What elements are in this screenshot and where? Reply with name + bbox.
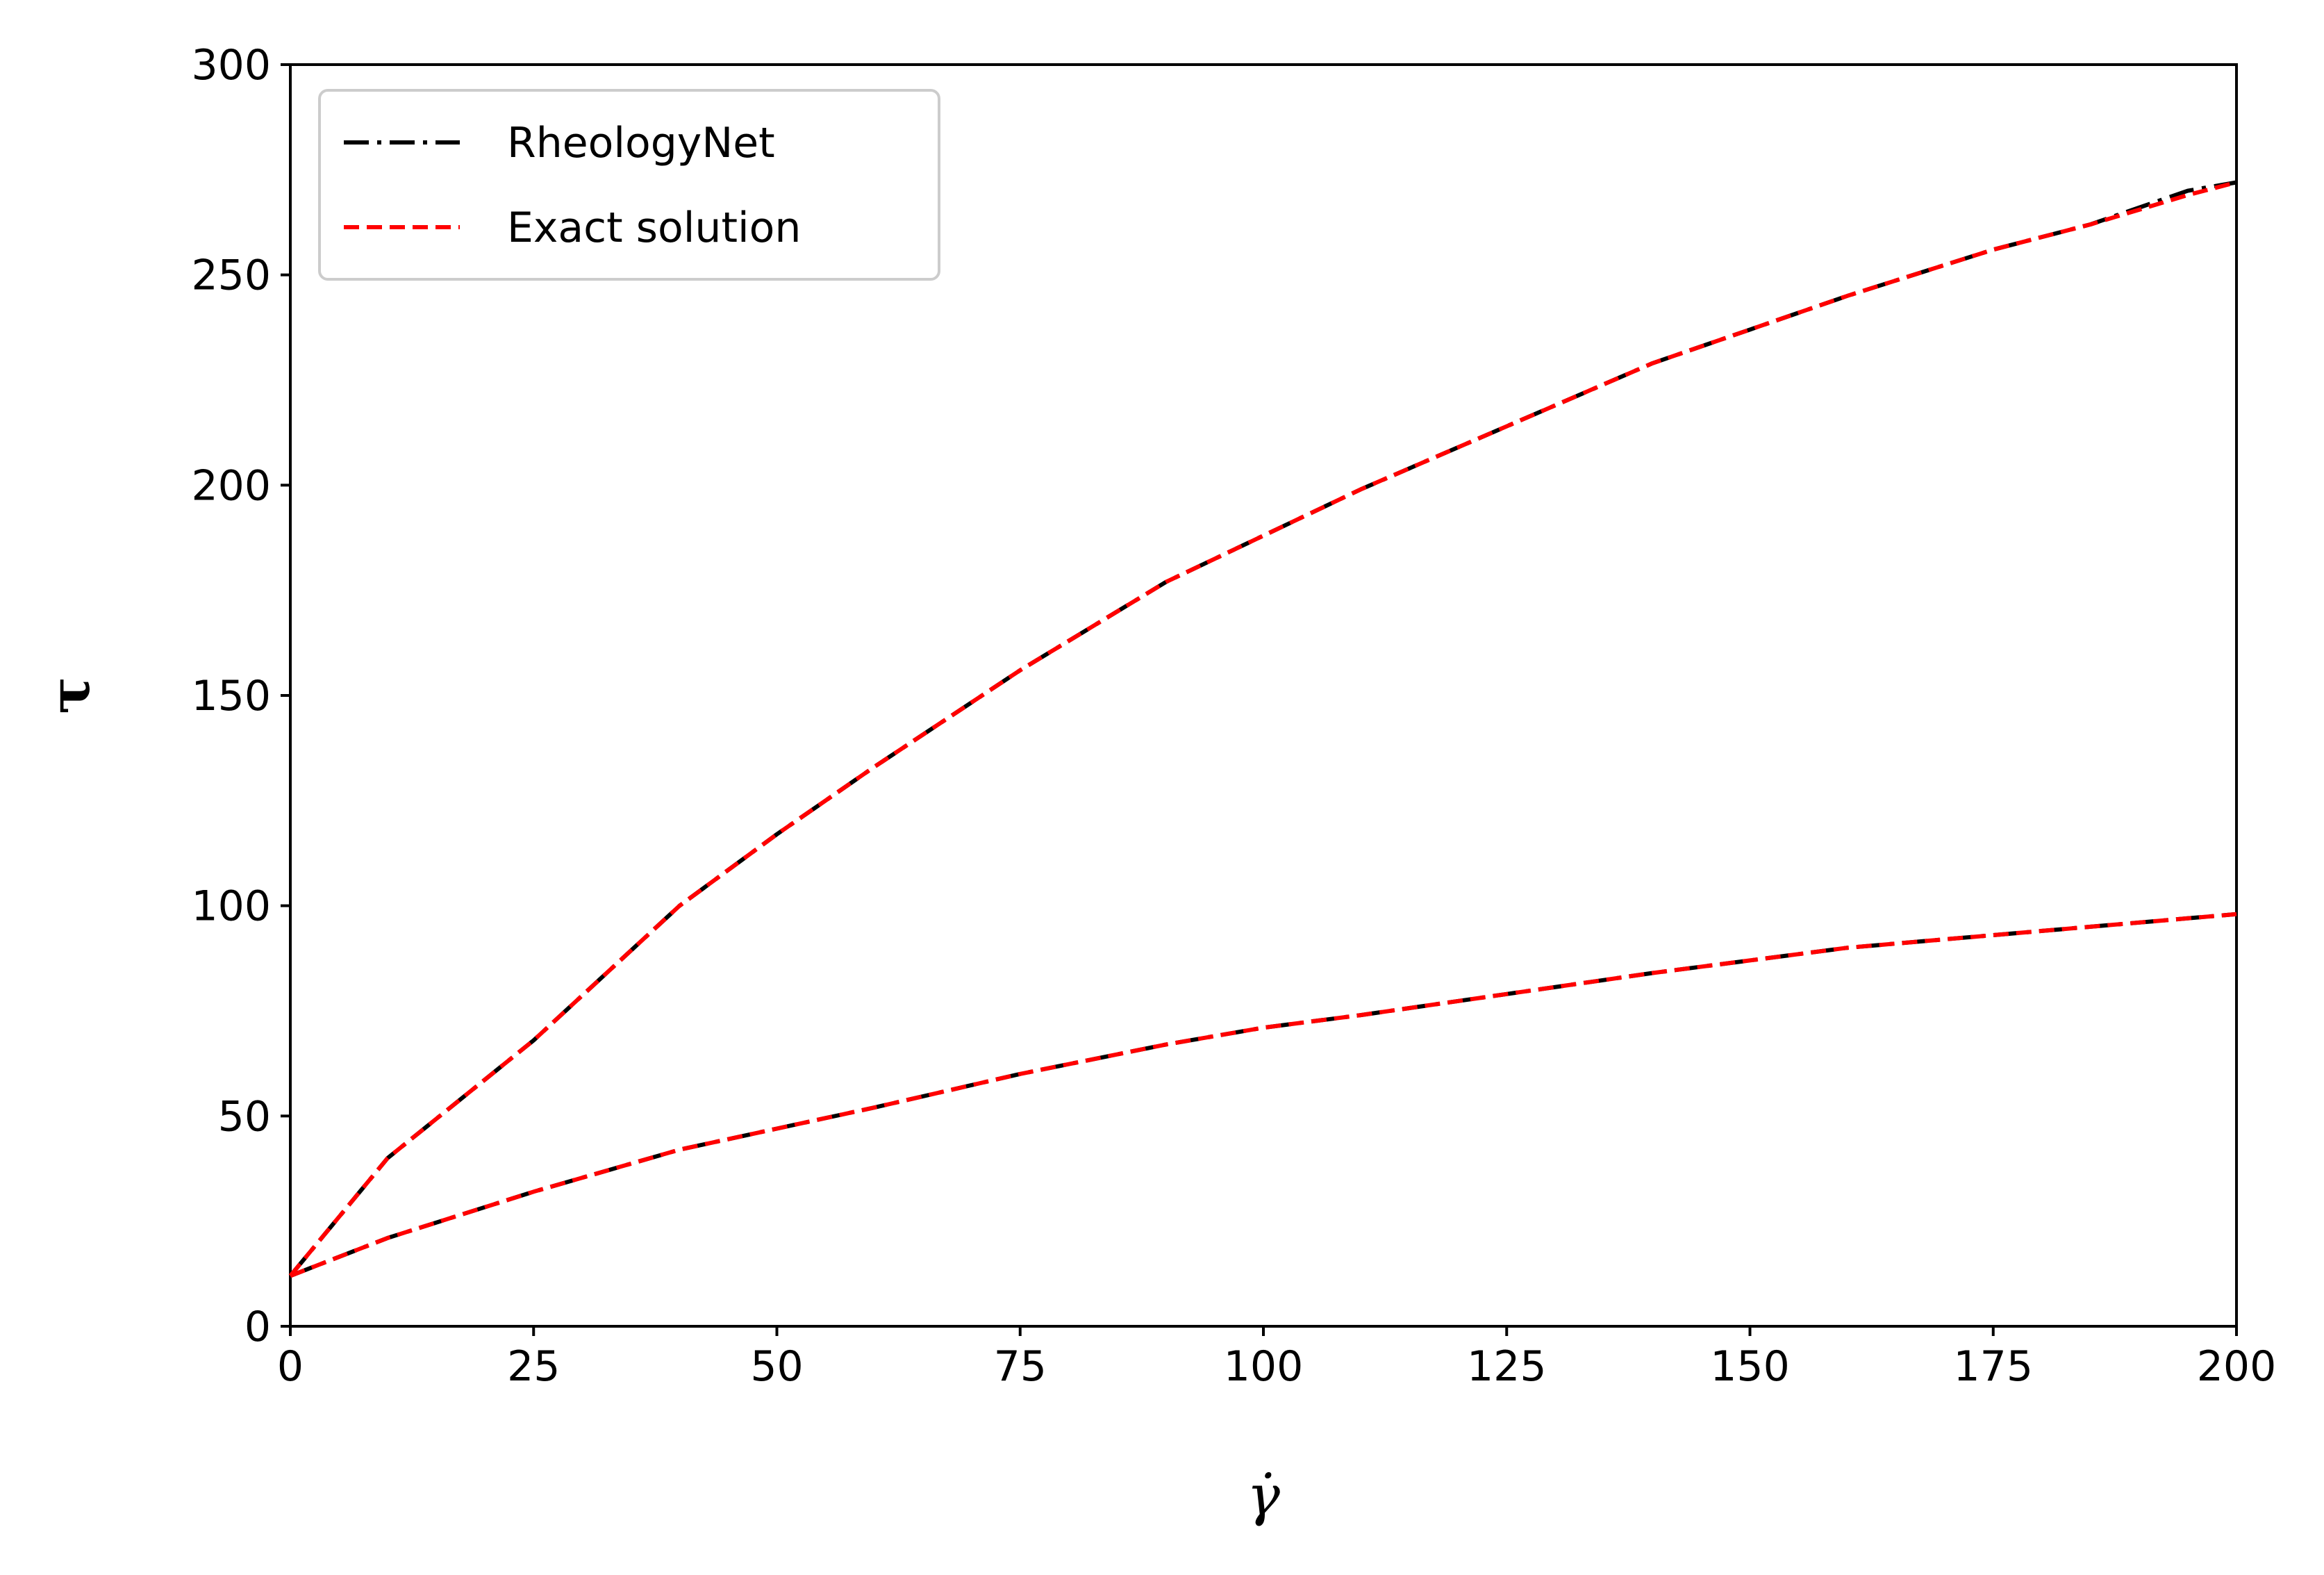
legend-label-rheologynet: RheologyNet — [507, 119, 775, 167]
legend-frame — [318, 89, 940, 281]
y-tick-label: 0 — [244, 1303, 271, 1351]
x-tick-label: 175 — [1953, 1342, 2033, 1391]
legend: RheologyNet Exact solution — [318, 89, 940, 281]
y-tick-label: 200 — [191, 461, 271, 510]
y-tick-label: 50 — [218, 1092, 271, 1141]
y-tick-label: 250 — [191, 251, 271, 300]
x-tick-label: 125 — [1467, 1342, 1547, 1391]
x-tick-label: 50 — [750, 1342, 803, 1391]
y-axis-label: τ — [37, 677, 102, 714]
x-tick-label: 200 — [2197, 1342, 2277, 1391]
x-axis-ticks: 0 25 50 75 100 125 150 175 200 — [277, 1326, 2276, 1391]
y-tick-label: 150 — [191, 672, 271, 720]
x-tick-label: 25 — [507, 1342, 560, 1391]
x-tick-label: 75 — [994, 1342, 1047, 1391]
x-tick-label: 0 — [277, 1342, 304, 1391]
y-axis-ticks: 0 50 100 150 200 250 300 — [191, 41, 290, 1351]
y-tick-label: 300 — [191, 41, 271, 90]
series-line-exact-solution-upper — [288, 180, 2237, 1278]
x-tick-label: 150 — [1710, 1342, 1790, 1391]
x-axis-label: γ̇ — [1247, 1463, 1280, 1528]
series-lines — [288, 180, 2237, 1278]
legend-label-exact-solution: Exact solution — [507, 204, 801, 252]
y-tick-label: 100 — [191, 882, 271, 931]
x-tick-label: 100 — [1224, 1342, 1304, 1391]
series-line-exact-solution-lower — [289, 912, 2237, 1278]
